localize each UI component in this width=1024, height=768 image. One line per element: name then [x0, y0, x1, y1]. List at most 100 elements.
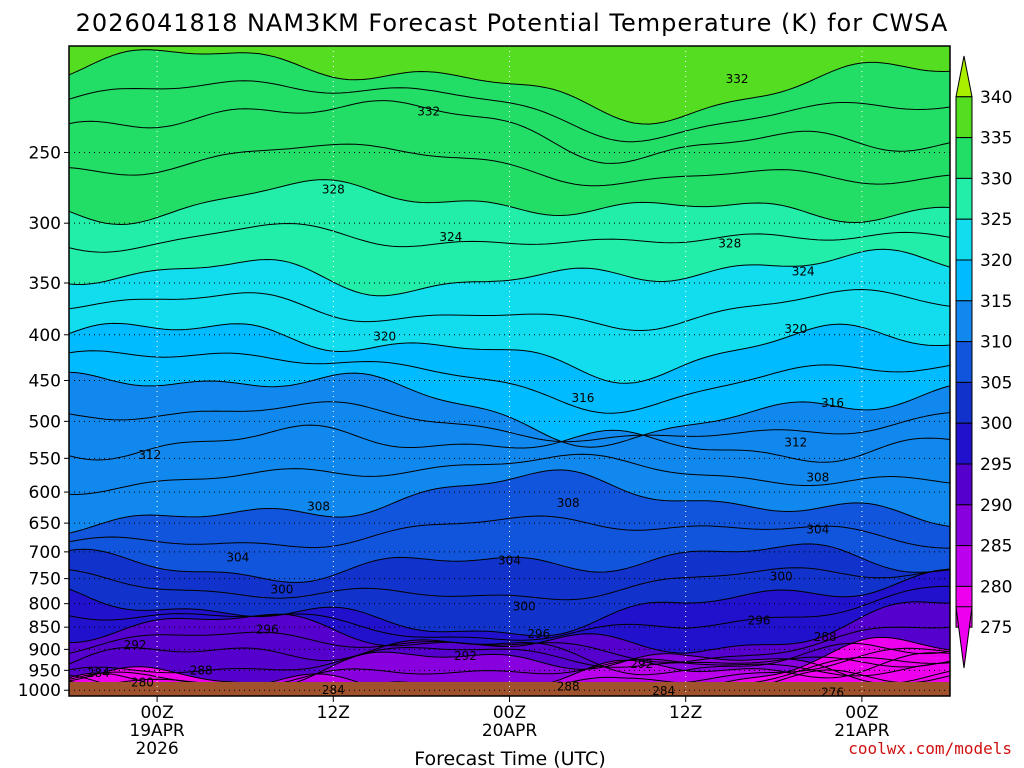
colorbar-label: 290 — [980, 496, 1012, 516]
colorbar-segment — [955, 259, 973, 302]
contour-label: 324 — [792, 265, 815, 279]
colorbar-segment — [955, 422, 973, 465]
colorbar-label: 320 — [980, 251, 1012, 271]
isentrope-310 — [69, 453, 950, 496]
isentrope-304 — [69, 543, 950, 584]
contour-label: 292 — [124, 638, 147, 652]
x-tick-label: 00Z — [845, 703, 878, 723]
isentrope-336 — [69, 49, 950, 125]
x-tick-label: 2026 — [135, 739, 178, 759]
colorbar-label: 285 — [980, 537, 1012, 557]
isentrope-300 — [69, 568, 950, 637]
contour-label: 288 — [190, 663, 213, 677]
y-tick-label: 300 — [29, 214, 61, 234]
x-tick-label: 20APR — [482, 721, 538, 741]
colorbar-label: 305 — [980, 373, 1012, 393]
contour-label: 284 — [652, 684, 675, 698]
isentrope-316 — [69, 371, 950, 448]
contour-label: 304 — [806, 523, 829, 537]
ground-terrain — [69, 682, 950, 696]
y-tick-label: 700 — [29, 543, 61, 563]
contour-label: 304 — [498, 554, 521, 568]
contour-label: 276 — [821, 686, 844, 700]
contour-label: 288 — [557, 679, 580, 693]
isentrope-294 — [69, 626, 950, 663]
colorbar-label: 340 — [980, 88, 1012, 108]
y-tick-label: 750 — [29, 570, 61, 590]
x-tick-label: 12Z — [317, 703, 350, 723]
y-tick-label: 450 — [29, 371, 61, 391]
isentrope-318 — [69, 350, 950, 414]
colorbar-segment — [955, 463, 973, 506]
colorbar-segment — [955, 300, 973, 343]
credit-text[interactable]: coolwx.com/models — [848, 739, 1012, 758]
colorbar-segment — [955, 341, 973, 383]
contour-label: 324 — [439, 230, 462, 244]
colorbar-segment — [955, 545, 973, 587]
x-tick-label: 00Z — [140, 703, 173, 723]
contour-label: 332 — [417, 105, 440, 119]
colorbar-label: 295 — [980, 455, 1012, 475]
colorbar: 340 335 330 325 320 315 310 305 300 295 290 285 280 2… — [955, 55, 1012, 669]
x-tick-label: 19APR — [129, 721, 185, 741]
contour-label: 328 — [718, 236, 741, 250]
colorbar-segment — [955, 504, 973, 547]
contour-labels: 332 332 328 324 328 324 320 320 316 316 312 312 308 3… — [87, 72, 844, 700]
contour-label: 300 — [513, 600, 536, 614]
y-tick-label: 500 — [29, 412, 61, 432]
contour-label: 308 — [557, 496, 580, 510]
colorbar-segment — [955, 177, 973, 220]
y-tick-label: 950 — [29, 661, 61, 681]
y-tick-label: 400 — [29, 326, 61, 346]
y-tick-label: 550 — [29, 449, 61, 469]
contour-label: 308 — [307, 500, 330, 514]
colorbar-label: 300 — [980, 414, 1012, 434]
contour-label: 308 — [806, 471, 829, 485]
isentrope-298 — [69, 585, 950, 641]
colorbar-label: 315 — [980, 292, 1012, 312]
contour-label: 284 — [87, 666, 110, 680]
colorbar-label: 310 — [980, 333, 1012, 353]
grid-lines — [69, 46, 950, 696]
contour-label: 284 — [322, 683, 345, 697]
y-tick-label: 250 — [29, 143, 61, 163]
y-tick-label: 850 — [29, 618, 61, 638]
contour-label: 332 — [726, 72, 749, 86]
x-tick-label: 12Z — [669, 703, 702, 723]
isentrope-320 — [69, 322, 950, 384]
contour-label: 296 — [748, 614, 771, 628]
isentrope-302 — [69, 567, 950, 601]
y-tick-label: 900 — [29, 640, 61, 660]
isentrope-292 — [69, 639, 950, 676]
contour-label: 316 — [821, 396, 844, 410]
contour-label: 320 — [373, 330, 396, 344]
contour-label: 320 — [784, 322, 807, 336]
y-tick-label: 350 — [29, 274, 61, 294]
x-tick-label: 00Z — [493, 703, 526, 723]
colorbar-segment — [955, 137, 973, 179]
colorbar-bottom-arrow — [955, 606, 973, 669]
colorbar-segment — [955, 96, 973, 139]
contour-label: 312 — [138, 448, 161, 462]
isentrope-308 — [69, 469, 950, 534]
colorbar-label: 275 — [980, 618, 1012, 638]
colorbar-label: 325 — [980, 210, 1012, 230]
x-axis-label: Forecast Time (UTC) — [414, 748, 605, 768]
contour-label: 280 — [131, 675, 154, 689]
contour-label: 328 — [322, 182, 345, 196]
isentrope-322 — [69, 288, 950, 332]
isentrope-312 — [69, 424, 950, 463]
colorbar-segment — [955, 381, 973, 424]
isentrope-280 — [69, 636, 950, 696]
contour-label: 292 — [630, 657, 653, 671]
colorbar-segment — [955, 218, 973, 261]
x-tick-label: 21APR — [834, 721, 890, 741]
contour-label: 300 — [270, 582, 293, 596]
contour-label: 296 — [527, 627, 550, 641]
isentrope-324 — [69, 248, 950, 297]
y-tick-label: 1000 — [18, 681, 61, 701]
colorbar-label: 335 — [980, 129, 1012, 149]
contour-label: 296 — [256, 622, 279, 636]
